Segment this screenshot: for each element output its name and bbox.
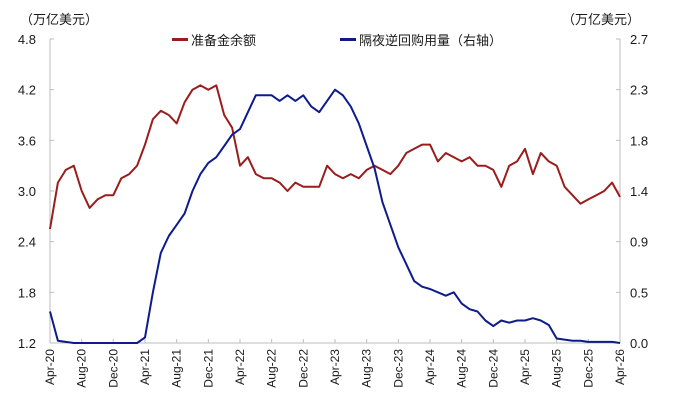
left-tick-label: 3.6 (18, 133, 36, 148)
legend-swatch-reserve (172, 38, 188, 41)
right-axis-unit: （万亿美元） (562, 12, 641, 27)
right-tick-label: 2.7 (630, 32, 648, 47)
overnight-rrp-line (49, 88, 621, 344)
left-tick-label: 4.2 (18, 83, 36, 98)
legend-swatch-rrp (340, 38, 356, 41)
plot-lines (49, 84, 621, 344)
right-tick-label: 0.0 (630, 336, 648, 351)
left-tick-label: 1.2 (18, 336, 36, 351)
x-tick-label: Dec-21 (201, 349, 215, 388)
x-tick-label: Aug-24 (455, 349, 469, 388)
x-tick-label: Apr-25 (518, 349, 532, 385)
legend-item-rrp: 隔夜逆回购用量（右轴） (340, 30, 502, 49)
right-tick-label: 0.9 (630, 235, 648, 250)
x-tick-label: Apr-24 (423, 349, 437, 385)
x-tick-label: Aug-22 (265, 349, 279, 388)
left-tick-label: 1.8 (18, 285, 36, 300)
axes: 4.8 2.7 4.2 2.3 3.6 1.8 3.0 1.4 2.4 0.9 1.8 0.5 1.2 0… (18, 32, 648, 388)
x-tick-label: Dec-25 (581, 349, 595, 388)
reserve-balance-line (49, 84, 621, 230)
x-tick-label: Aug-23 (360, 349, 374, 388)
left-tick-label: 4.8 (18, 32, 36, 47)
x-tick-label: Dec-20 (106, 349, 120, 388)
right-tick-label: 0.5 (630, 285, 648, 300)
left-tick-label: 3.0 (18, 184, 36, 199)
right-tick-label: 1.8 (630, 133, 648, 148)
left-tick-label: 2.4 (18, 235, 36, 250)
right-tick-label: 1.4 (630, 184, 648, 199)
x-tick-label: Apr-21 (138, 349, 152, 385)
x-tick-label: Apr-26 (613, 349, 627, 385)
legend-item-reserve: 准备金余额 (172, 30, 256, 49)
x-tick-label: Aug-20 (75, 349, 89, 388)
x-tick-label: Apr-22 (233, 349, 247, 385)
x-tick-label: Apr-20 (43, 349, 57, 385)
legend-label-reserve: 准备金余额 (191, 33, 257, 48)
x-tick-label: Dec-24 (486, 349, 500, 388)
left-axis-unit: （万亿美元） (20, 12, 99, 27)
legend-label-rrp: 隔夜逆回购用量（右轴） (359, 33, 503, 48)
x-tick-label: Apr-23 (328, 349, 342, 385)
right-tick-label: 2.3 (630, 83, 648, 98)
x-tick-label: Aug-21 (170, 349, 184, 388)
x-tick-label: Dec-22 (296, 349, 310, 388)
x-tick-label: Dec-23 (391, 349, 405, 388)
x-tick-label: Aug-25 (550, 349, 564, 388)
